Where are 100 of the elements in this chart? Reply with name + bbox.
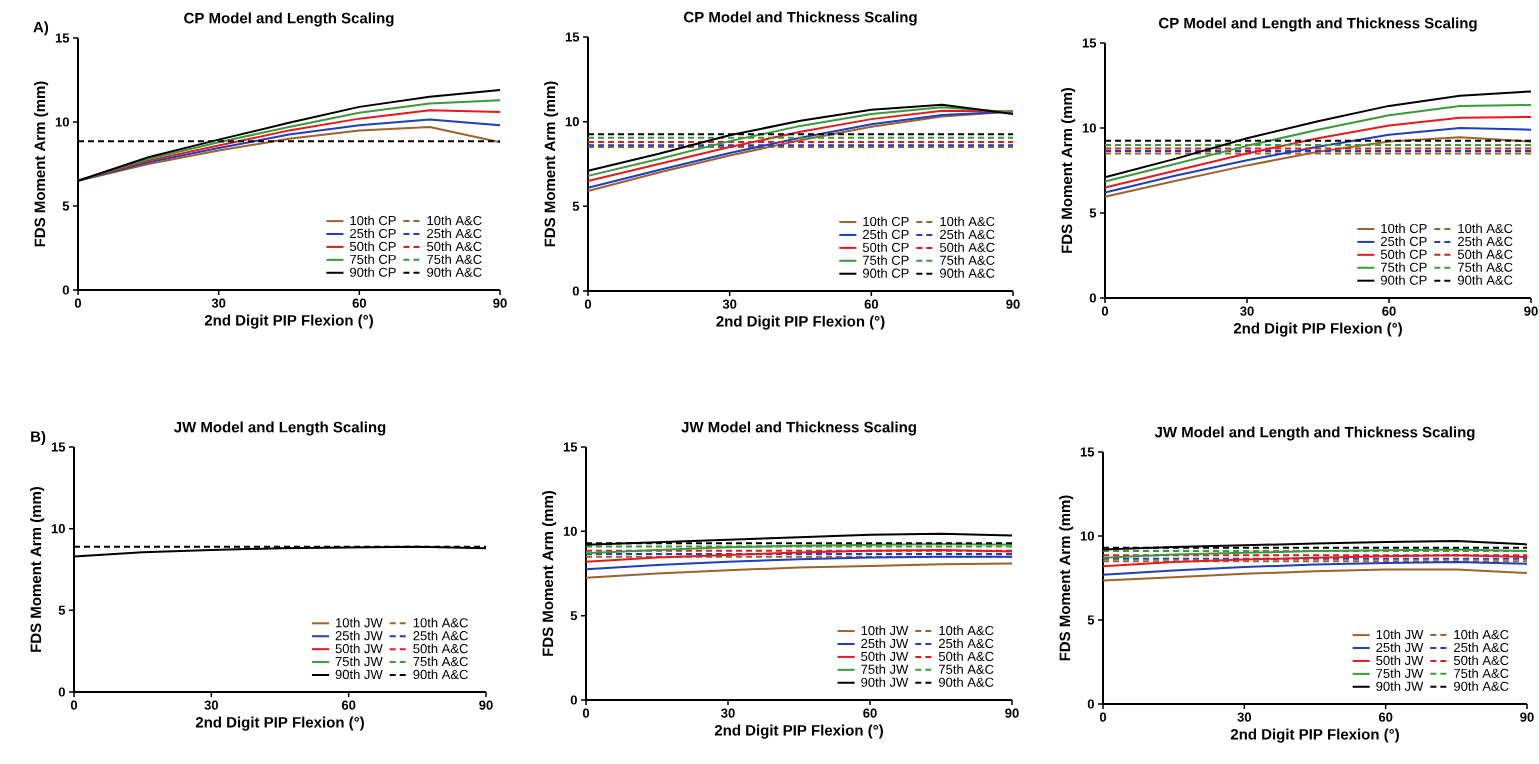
legend-label: 50th A&C [1453, 655, 1509, 666]
legend-label: 10th A&C [1458, 223, 1513, 234]
legend-label: 50th A&C [939, 242, 995, 252]
y-tick-label: 15 [55, 33, 70, 43]
chart-title: JW Model and Thickness Scaling [681, 421, 916, 436]
legend-label: 10th CP [350, 215, 396, 226]
x-tick-label: 30 [1240, 306, 1254, 316]
legend-label: 50th A&C [413, 643, 468, 654]
legend-label: 90th CP [350, 267, 396, 277]
y-tick-label: 10 [563, 526, 577, 536]
legend-label: 25th A&C [1458, 236, 1513, 247]
legend-label: 25th A&C [940, 229, 995, 240]
x-tick-label: 60 [1382, 306, 1396, 316]
legend-label: 90th A&C [938, 677, 994, 687]
legend-label: 75th A&C [940, 255, 995, 265]
legend-label: 90th JW [335, 669, 383, 680]
chart-title: CP Model and Length and Thickness Scaling [1159, 17, 1477, 32]
legend-label: 50th A&C [427, 241, 482, 252]
x-tick-label: 60 [863, 708, 877, 718]
y-tick-label: 5 [1087, 615, 1095, 625]
chart-title: JW Model and Length and Thickness Scaling [1154, 426, 1475, 441]
legend-label: 90th A&C [413, 669, 468, 680]
legend-label: 25th CP [863, 229, 909, 240]
x-tick-label: 60 [1378, 712, 1393, 722]
legend-label: 75th A&C [1458, 262, 1513, 272]
legend-label: 75th CP [350, 254, 396, 264]
y-tick-label: 15 [1080, 447, 1095, 457]
legend-label: 10th A&C [413, 617, 468, 628]
text: B) [31, 430, 46, 445]
x-tick-label: 30 [1237, 712, 1252, 722]
legend-label: 25th A&C [939, 638, 994, 649]
legend-label: 50th A&C [938, 651, 994, 661]
x-axis-title: 2nd Digit PIP Flexion (°) [716, 315, 885, 330]
legend-label: 25th JW [1376, 642, 1424, 653]
legend-label: 10th JW [861, 625, 909, 636]
legend-label: 75th JW [861, 664, 909, 674]
legend-label: 25th JW [861, 638, 909, 649]
y-tick-label: 15 [565, 32, 580, 42]
legend-label: 75th A&C [1454, 668, 1509, 678]
x-axis-title: 2nd Digit PIP Flexion (°) [1233, 322, 1402, 337]
y-axis-title: FDS Moment Arm (mm) [34, 81, 49, 247]
x-tick-label: 90 [479, 700, 493, 710]
x-tick-label: 90 [1006, 299, 1020, 309]
legend-label: 25th A&C [1454, 642, 1509, 653]
chart-title: JW Model and Length Scaling [173, 421, 386, 436]
line-series [1104, 136, 1533, 198]
y-tick-label: 15 [563, 442, 578, 452]
legend-label: 75th JW [1376, 668, 1424, 678]
x-tick-label: 90 [493, 298, 507, 308]
legend-label: 50th JW [335, 643, 383, 654]
x-tick-label: 60 [341, 700, 356, 710]
legend-label: 25th CP [1381, 236, 1427, 247]
x-tick-label: 90 [1005, 708, 1019, 718]
legend-label: 90th JW [1376, 681, 1424, 691]
x-tick-label: 0 [1101, 306, 1109, 316]
legend-label: 10th A&C [940, 216, 995, 227]
legend-label: 50th CP [862, 242, 909, 252]
x-tick-label: 30 [204, 700, 219, 710]
legend-label: 10th A&C [427, 215, 482, 226]
x-axis-title: 2nd Digit PIP Flexion (°) [195, 716, 364, 731]
legend-label: 25th A&C [427, 228, 482, 239]
y-tick-label: 5 [1089, 208, 1097, 218]
y-tick-label: 5 [58, 605, 66, 615]
y-tick-label: 10 [565, 117, 579, 127]
text: A) [33, 21, 49, 36]
x-tick-label: 0 [582, 708, 590, 718]
x-tick-label: 30 [721, 708, 735, 718]
legend-label: 50th A&C [1457, 249, 1513, 259]
legend-label: 75th JW [335, 656, 383, 667]
legend-label: 25th CP [350, 228, 396, 239]
y-tick-label: 0 [58, 687, 65, 697]
legend-label: 50th JW [861, 651, 909, 661]
legend-label: 50th CP [1380, 249, 1427, 259]
line-series [1104, 104, 1533, 183]
y-axis-title: FDS Moment Arm (mm) [1061, 87, 1076, 253]
y-tick-label: 10 [55, 117, 69, 127]
legend-label: 75th CP [1381, 262, 1427, 272]
legend-label: 25th JW [335, 630, 383, 641]
legend-label: 75th CP [863, 255, 909, 265]
legend-label: 75th A&C [939, 664, 994, 674]
x-tick-label: 0 [70, 700, 78, 710]
y-tick-label: 5 [570, 611, 578, 621]
x-tick-label: 0 [584, 299, 592, 309]
y-axis-title: FDS Moment Arm (mm) [542, 490, 557, 656]
legend-label: 10th A&C [939, 625, 994, 636]
y-axis-title: FDS Moment Arm (mm) [30, 486, 45, 652]
y-axis-title: FDS Moment Arm (mm) [1059, 495, 1074, 661]
x-axis-title: 2nd Digit PIP Flexion (°) [204, 314, 373, 329]
y-tick-label: 10 [1080, 531, 1094, 541]
legend-label: 90th A&C [427, 267, 482, 277]
legend-label: 90th JW [861, 677, 909, 687]
legend-label: 10th CP [863, 216, 909, 227]
line-series [1102, 568, 1529, 582]
line-series [585, 562, 1014, 579]
legend-label: 10th JW [1376, 629, 1424, 640]
x-tick-label: 60 [864, 299, 879, 309]
x-tick-label: 30 [211, 298, 226, 308]
legend-label: 75th A&C [427, 254, 482, 264]
chart-title: CP Model and Thickness Scaling [684, 11, 917, 26]
legend-label: 50th JW [1376, 655, 1424, 666]
